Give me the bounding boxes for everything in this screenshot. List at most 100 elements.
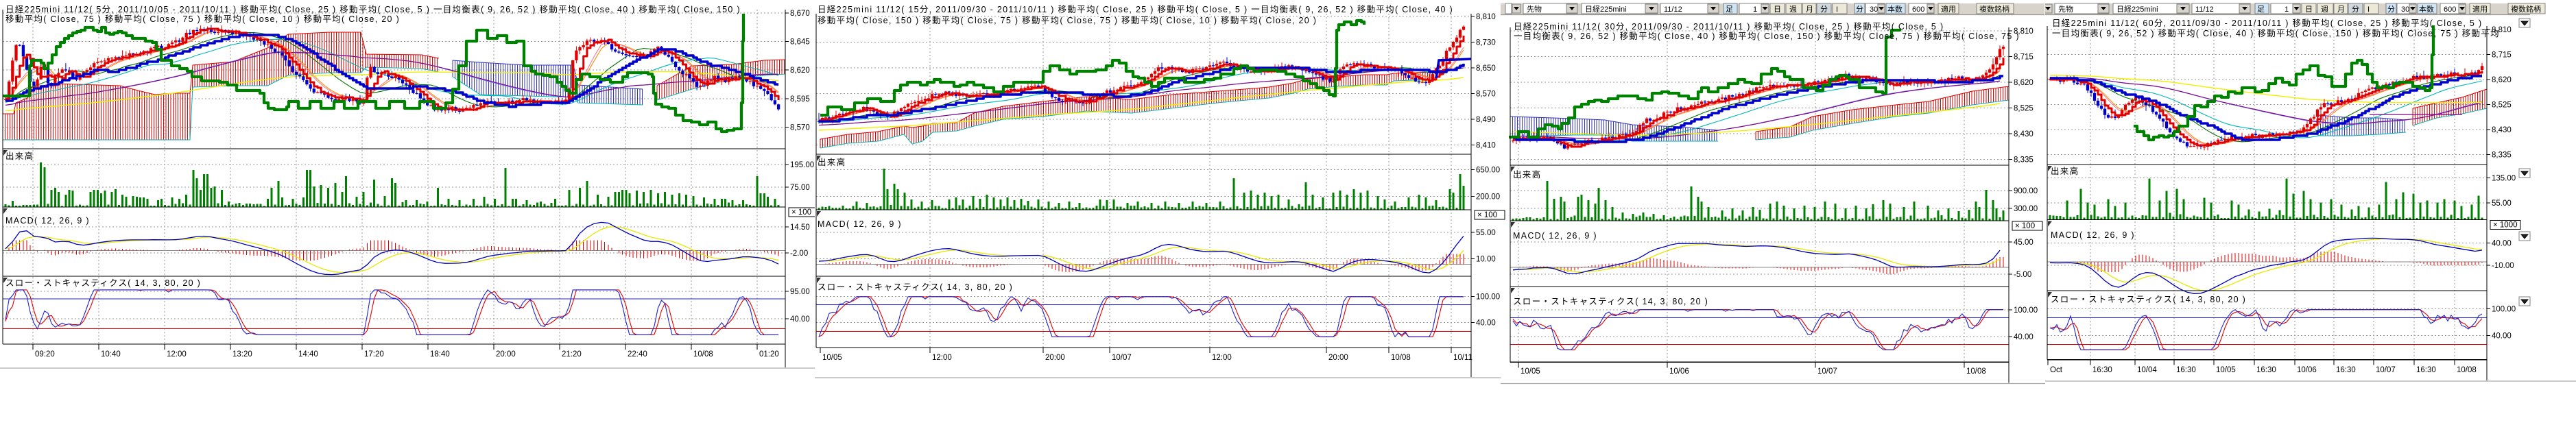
svg-text:12:00: 12:00 [932,354,952,362]
svg-text:本数: 本数 [2419,4,2434,14]
svg-text:16:30: 16:30 [2336,366,2356,374]
svg-text:8,670: 8,670 [790,10,810,18]
svg-text:出来高: 出来高 [5,151,34,161]
svg-text:MACD( 12, 26, 9 ): MACD( 12, 26, 9 ) [2051,230,2135,240]
svg-text:600: 600 [2444,5,2456,14]
svg-text:日: 日 [2305,5,2313,14]
svg-text:13:20: 13:20 [232,350,252,359]
svg-text:8,335: 8,335 [2492,151,2512,160]
svg-text:100.00: 100.00 [2492,305,2516,313]
svg-text:40.00: 40.00 [790,315,810,324]
svg-text:8,525: 8,525 [2492,101,2512,110]
svg-text:195.00: 195.00 [790,161,814,169]
svg-text:8,715: 8,715 [2014,53,2034,62]
svg-text:16:30: 16:30 [2416,366,2436,374]
svg-text:スロー・ストキャスティクス( 14, 3, 80, 20 ): スロー・ストキャスティクス( 14, 3, 80, 20 ) [1513,297,1708,306]
svg-text:200.00: 200.00 [1476,193,1500,202]
svg-text:21:20: 21:20 [562,350,582,359]
svg-text:週: 週 [2321,5,2328,14]
svg-text:16:30: 16:30 [2092,366,2112,374]
svg-text:I: I [2368,5,2370,14]
svg-text:8,620: 8,620 [790,66,810,75]
svg-text:10/08: 10/08 [1966,367,1986,376]
svg-text:8,650: 8,650 [1476,64,1496,73]
svg-text:75.00: 75.00 [790,184,810,192]
svg-text:複数銘柄: 複数銘柄 [1979,4,2009,14]
svg-text:足: 足 [2257,5,2265,14]
svg-text:分: 分 [2387,5,2395,14]
svg-text:20:00: 20:00 [496,350,516,359]
svg-text:14.50: 14.50 [790,223,810,232]
svg-text:スロー・ストキャスティクス( 14, 3, 80, 20 ): スロー・ストキャスティクス( 14, 3, 80, 20 ) [2051,295,2246,304]
svg-text:日: 日 [1774,5,1781,14]
svg-text:300.00: 300.00 [2014,205,2038,213]
svg-text:16:30: 16:30 [2176,366,2196,374]
svg-text:8,645: 8,645 [790,38,810,47]
svg-text:8,335: 8,335 [2014,156,2034,165]
svg-text:MACD( 12, 26, 9 ): MACD( 12, 26, 9 ) [818,219,902,229]
svg-text:20:00: 20:00 [1045,354,1065,362]
svg-text:一目均衡表( 9, 26, 52 ) 移動平均( Clo: 一目均衡表( 9, 26, 52 ) 移動平均( Close, 40 ) 移動平… [2052,29,2500,38]
svg-text:600: 600 [1912,5,1924,14]
svg-text:16:30: 16:30 [2256,366,2276,374]
svg-text:22:40: 22:40 [628,350,647,359]
svg-text:8,810: 8,810 [2014,27,2034,36]
svg-text:-5.00: -5.00 [2014,271,2031,279]
svg-text:移動平均( Close, 75 ) 移動平均( Clos: 移動平均( Close, 75 ) 移動平均( Close, 75 ) 移動平均… [5,14,400,24]
svg-text:日経225mini 11/12( 5分, 2011/10/0: 日経225mini 11/12( 5分, 2011/10/05 - 2011/1… [5,5,741,14]
svg-text:Oct: Oct [2050,366,2063,374]
svg-text:135.00: 135.00 [2492,175,2516,183]
svg-text:8,430: 8,430 [2492,126,2512,134]
svg-text:20:00: 20:00 [1328,354,1348,362]
svg-text:日経225mini: 日経225mini [1585,5,1627,14]
svg-text:14:40: 14:40 [298,350,318,359]
svg-text:× 100: × 100 [1477,211,1497,219]
svg-text:1: 1 [1753,5,1757,14]
svg-text:I: I [1836,5,1838,14]
svg-text:移動平均( Close, 150 ) 移動平均( Clo: 移動平均( Close, 150 ) 移動平均( Close, 75 ) 移動平… [818,16,1317,25]
svg-text:40.00: 40.00 [1476,319,1496,328]
svg-text:10/08: 10/08 [2457,366,2477,374]
svg-text:10/07: 10/07 [1817,367,1837,376]
svg-text:17:20: 17:20 [364,350,384,359]
svg-text:95.00: 95.00 [790,288,810,296]
svg-text:-2.00: -2.00 [790,250,808,258]
svg-text:× 1000: × 1000 [2493,221,2518,230]
svg-text:8,570: 8,570 [1476,90,1496,99]
svg-text:分: 分 [1856,5,1863,14]
svg-text:本数: 本数 [1887,4,1903,14]
svg-text:45.00: 45.00 [2014,239,2034,247]
svg-text:スロー・ストキャスティクス( 14, 3, 80, 20 ): スロー・ストキャスティクス( 14, 3, 80, 20 ) [818,282,1013,292]
svg-text:1: 1 [2285,5,2289,14]
svg-text:適用: 適用 [1941,4,1956,14]
svg-text:8,490: 8,490 [1476,116,1496,124]
svg-text:10/07: 10/07 [2376,366,2396,374]
svg-text:10/04: 10/04 [2137,366,2157,374]
svg-text:8,620: 8,620 [2492,76,2512,84]
svg-text:日経225mini 11/12( 15分, 2011/09/: 日経225mini 11/12( 15分, 2011/09/30 - 2011/… [818,5,1453,14]
svg-text:10/08: 10/08 [1391,354,1411,362]
svg-text:8,810: 8,810 [1476,13,1496,21]
svg-text:足: 足 [1726,5,1733,14]
svg-text:先物: 先物 [2058,4,2073,14]
svg-text:40.00: 40.00 [2492,332,2512,340]
svg-text:複数銘柄: 複数銘柄 [2511,4,2541,14]
svg-text:30: 30 [2401,5,2409,14]
svg-text:8,715: 8,715 [2492,51,2512,60]
svg-text:650.00: 650.00 [1476,167,1500,175]
svg-text:8,525: 8,525 [2014,105,2034,113]
svg-text:8,410: 8,410 [1476,142,1496,150]
svg-text:適用: 適用 [2472,4,2488,14]
svg-text:8,430: 8,430 [2014,130,2034,138]
svg-text:分: 分 [2352,5,2359,14]
svg-text:100.00: 100.00 [1476,293,1500,302]
svg-text:日経225mini 11/12( 30分, 2011/09/: 日経225mini 11/12( 30分, 2011/09/30 - 2011/… [1514,22,1944,32]
svg-text:18:40: 18:40 [430,350,450,359]
svg-text:10.00: 10.00 [1476,256,1496,264]
svg-text:× 100: × 100 [791,208,811,217]
svg-text:8,570: 8,570 [790,124,810,132]
svg-text:12:00: 12:00 [167,350,187,359]
svg-text:10/06: 10/06 [1669,367,1689,376]
svg-text:出来高: 出来高 [1513,169,1541,180]
svg-text:12:00: 12:00 [1212,354,1232,362]
